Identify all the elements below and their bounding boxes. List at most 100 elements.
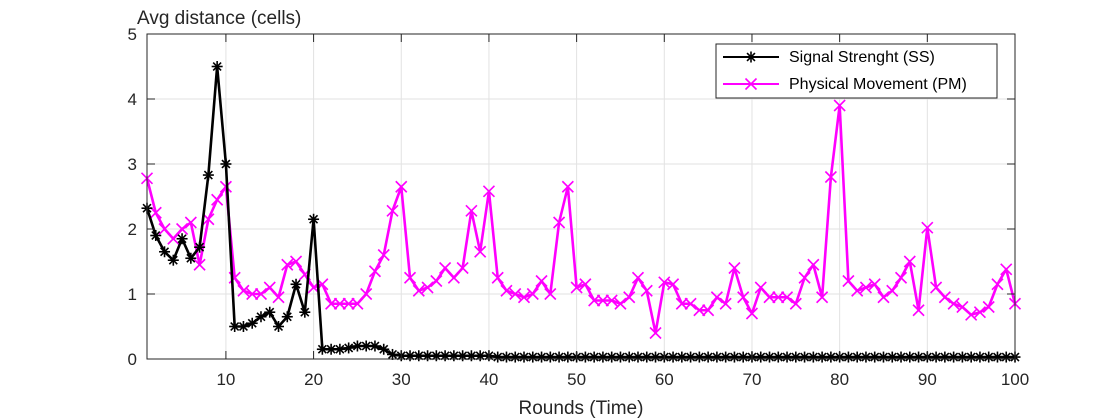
marker-stroke <box>211 193 224 206</box>
marker-stroke <box>588 294 601 307</box>
marker-stroke <box>614 297 627 310</box>
marker-stroke <box>193 258 206 271</box>
marker-stroke <box>309 214 319 224</box>
marker-stroke <box>791 352 801 362</box>
marker-stroke <box>737 291 750 304</box>
series-pm-point <box>824 170 837 184</box>
series-pm-point <box>325 297 338 310</box>
series-pm-point <box>184 216 197 229</box>
marker-stroke <box>465 204 478 217</box>
series-ss-point <box>509 351 521 363</box>
series-pm-point <box>193 258 206 271</box>
marker-stroke <box>992 352 1002 362</box>
series-pm-point <box>693 304 706 317</box>
x-tick-label: 80 <box>830 370 849 389</box>
series-pm-point <box>605 294 618 307</box>
marker-stroke <box>414 351 424 361</box>
y-axis-label: Avg distance (cells) <box>137 8 301 29</box>
series-pm-point <box>780 291 794 304</box>
marker-stroke <box>333 297 346 310</box>
x-tick-label: 20 <box>304 370 323 389</box>
series-pm-point <box>973 306 986 319</box>
series-pm-point <box>631 271 645 284</box>
series-ss-point <box>536 351 548 363</box>
marker-stroke <box>744 77 758 91</box>
marker-stroke <box>984 352 994 362</box>
marker-stroke <box>833 99 846 112</box>
series-ss-point <box>325 343 337 355</box>
marker-stroke <box>694 352 704 362</box>
series-ss-point <box>939 351 951 363</box>
marker-stroke <box>158 222 171 236</box>
series-pm-point <box>833 99 846 112</box>
series-pm-point <box>289 255 303 268</box>
x-axis-label: Rounds (Time) <box>519 398 644 419</box>
series-ss-point <box>544 351 556 363</box>
series-pm-point <box>649 326 662 340</box>
marker-stroke <box>519 352 529 362</box>
marker-stroke <box>896 352 906 362</box>
marker-stroke <box>719 297 732 310</box>
marker-stroke <box>335 344 345 354</box>
y-tick-label: 3 <box>128 155 137 174</box>
marker-stroke <box>186 253 196 263</box>
series-pm-point <box>167 232 180 245</box>
series-ss-point <box>194 241 206 253</box>
series-ss-point <box>378 343 390 355</box>
series-ss-point <box>930 351 942 363</box>
marker-stroke <box>1000 263 1013 276</box>
legend-ss-marker <box>745 51 757 63</box>
ticks: 10 20 30 40 50 60 70 80 90 100 0 1 2 3 4 5 <box>128 25 1030 389</box>
series-ss-point <box>273 321 285 332</box>
marker-stroke <box>352 341 362 351</box>
series-pm-point <box>176 222 189 236</box>
series-pm-point <box>851 284 864 297</box>
plot-border <box>146 33 1016 360</box>
series-pm-point <box>623 291 636 304</box>
legend-box <box>715 43 998 99</box>
series-pm-point <box>772 291 785 304</box>
series-ss-point <box>308 213 320 225</box>
series-pm-point <box>947 297 960 310</box>
marker-stroke <box>528 352 538 362</box>
series-pm-point <box>859 281 873 294</box>
marker-stroke <box>710 291 723 304</box>
marker-stroke <box>949 352 959 362</box>
series-ss-point <box>369 340 381 352</box>
series-pm-point <box>1000 263 1013 276</box>
series-pm-point <box>614 297 627 310</box>
marker-stroke <box>921 221 934 234</box>
marker-stroke <box>456 261 469 275</box>
x-tick-label: 40 <box>479 370 498 389</box>
marker-stroke <box>843 352 853 362</box>
marker-stroke <box>377 248 390 262</box>
marker-stroke <box>642 352 652 362</box>
series-pm-point <box>684 297 697 310</box>
marker-stroke <box>824 170 837 184</box>
marker-stroke <box>712 352 722 362</box>
marker-stroke <box>403 271 417 284</box>
marker-stroke <box>342 297 355 310</box>
series-ss-point <box>185 252 197 264</box>
marker-stroke <box>789 297 802 310</box>
series-pm-point <box>798 271 811 284</box>
legend-pm-label: Physical Movement (PM) <box>789 76 967 93</box>
marker-stroke <box>491 271 504 284</box>
series-pm-point <box>807 258 820 271</box>
series-pm-point <box>719 297 732 310</box>
marker-stroke <box>177 234 187 244</box>
x-tick-label: 70 <box>743 370 762 389</box>
legend[interactable]: Signal Strenght (SS) Physical Movement (… <box>715 43 998 99</box>
series-ss-point <box>159 246 171 258</box>
series-pm-point <box>456 261 469 275</box>
series-pm-point <box>553 216 566 229</box>
series-ss-point <box>764 351 776 363</box>
marker-stroke <box>886 284 899 297</box>
y-tick-label: 5 <box>128 25 137 44</box>
marker-stroke <box>160 247 170 257</box>
marker-stroke <box>421 281 434 294</box>
marker-stroke <box>474 245 487 258</box>
marker-stroke <box>439 261 452 275</box>
marker-stroke <box>289 255 303 268</box>
series-pm-point <box>789 297 802 310</box>
